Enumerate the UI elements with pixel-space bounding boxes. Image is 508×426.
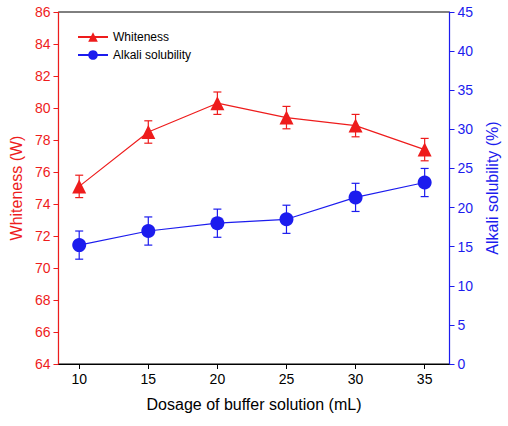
svg-text:15: 15	[458, 239, 474, 255]
svg-text:74: 74	[35, 196, 51, 212]
svg-text:25: 25	[458, 160, 474, 176]
svg-text:15: 15	[141, 371, 157, 387]
svg-text:70: 70	[35, 260, 51, 276]
svg-text:35: 35	[458, 82, 474, 98]
svg-text:35: 35	[417, 371, 433, 387]
svg-text:Alkali solubility (%): Alkali solubility (%)	[484, 121, 501, 254]
svg-text:Whiteness: Whiteness	[113, 30, 169, 44]
svg-text:0: 0	[458, 356, 466, 372]
svg-text:78: 78	[35, 132, 51, 148]
svg-text:Dosage of buffer solution (mL): Dosage of buffer solution (mL)	[147, 396, 362, 413]
svg-text:Alkali solubility: Alkali solubility	[113, 48, 191, 62]
svg-text:80: 80	[35, 100, 51, 116]
svg-text:Whiteness (W): Whiteness (W)	[8, 136, 25, 241]
svg-text:64: 64	[35, 356, 51, 372]
svg-text:5: 5	[458, 317, 466, 333]
svg-text:76: 76	[35, 164, 51, 180]
svg-text:30: 30	[458, 121, 474, 137]
svg-text:25: 25	[279, 371, 295, 387]
svg-text:66: 66	[35, 324, 51, 340]
svg-text:68: 68	[35, 292, 51, 308]
svg-text:84: 84	[35, 36, 51, 52]
svg-text:10: 10	[458, 278, 474, 294]
svg-text:20: 20	[210, 371, 226, 387]
svg-text:86: 86	[35, 4, 51, 20]
svg-text:72: 72	[35, 228, 51, 244]
svg-text:82: 82	[35, 68, 51, 84]
svg-text:45: 45	[458, 4, 474, 20]
svg-text:10: 10	[71, 371, 87, 387]
svg-text:40: 40	[458, 43, 474, 59]
svg-text:30: 30	[348, 371, 364, 387]
svg-text:20: 20	[458, 200, 474, 216]
